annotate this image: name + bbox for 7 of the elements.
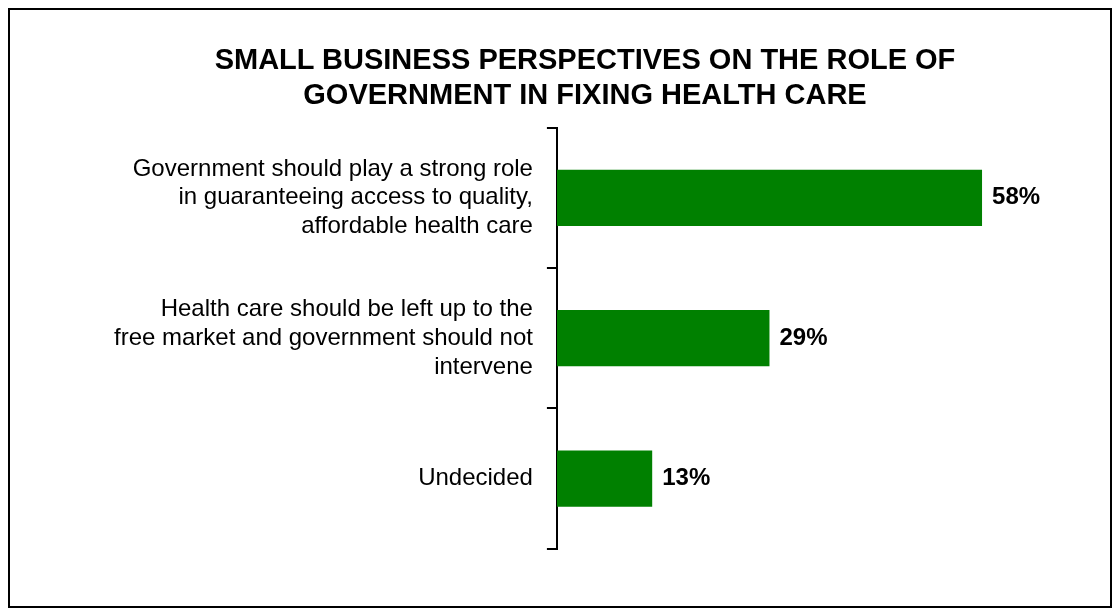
data-label: 58% xyxy=(992,182,1041,210)
y-tick-label: Health care should be left up to the free market and government should not intervene xyxy=(113,294,534,379)
data-label: 29% xyxy=(779,322,828,350)
data-label: 13% xyxy=(662,463,711,491)
chart-title: SMALL BUSINESS PERSPECTIVES ON THE ROLE OF GOVERNMENT IN FIXING HEALTH CARE xyxy=(214,43,956,111)
y-tick-label: Government should play a strong role in guaranteeing access to quality, affordable health care xyxy=(132,153,533,239)
y-tick-label: Undecided xyxy=(418,463,533,491)
